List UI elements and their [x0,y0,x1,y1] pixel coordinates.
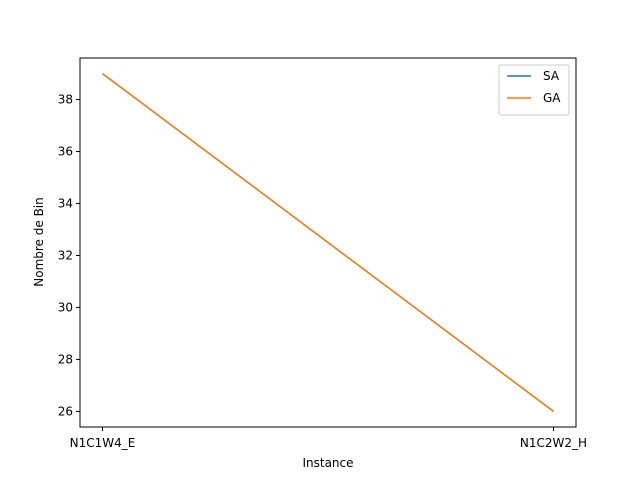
y-axis-ticks: 26 28 30 32 34 36 38 [58,93,80,418]
legend-label-ga: GA [543,91,561,105]
legend-label-sa: SA [543,69,560,83]
legend: SA GA [498,64,570,116]
series-line-ga [102,72,554,413]
x-axis-ticks: N1C1W4_E N1C2W2_H [70,427,587,450]
y-tick-label: 28 [58,352,73,366]
y-tick-label: 34 [58,197,73,211]
y-tick-label: 36 [58,145,73,159]
y-tick-label: 30 [58,300,73,314]
y-tick-label: 38 [58,93,73,107]
plot-frame [79,57,577,428]
series-layer [102,72,554,413]
legend-box [498,64,570,116]
x-tick-label: N1C2W2_H [520,436,587,450]
y-tick-label: 32 [58,248,73,262]
y-tick-label: 26 [58,404,73,418]
y-axis-label: Nombre de Bin [32,197,46,286]
x-axis-label: Instance [302,456,353,470]
x-tick-label: N1C1W4_E [70,436,136,450]
